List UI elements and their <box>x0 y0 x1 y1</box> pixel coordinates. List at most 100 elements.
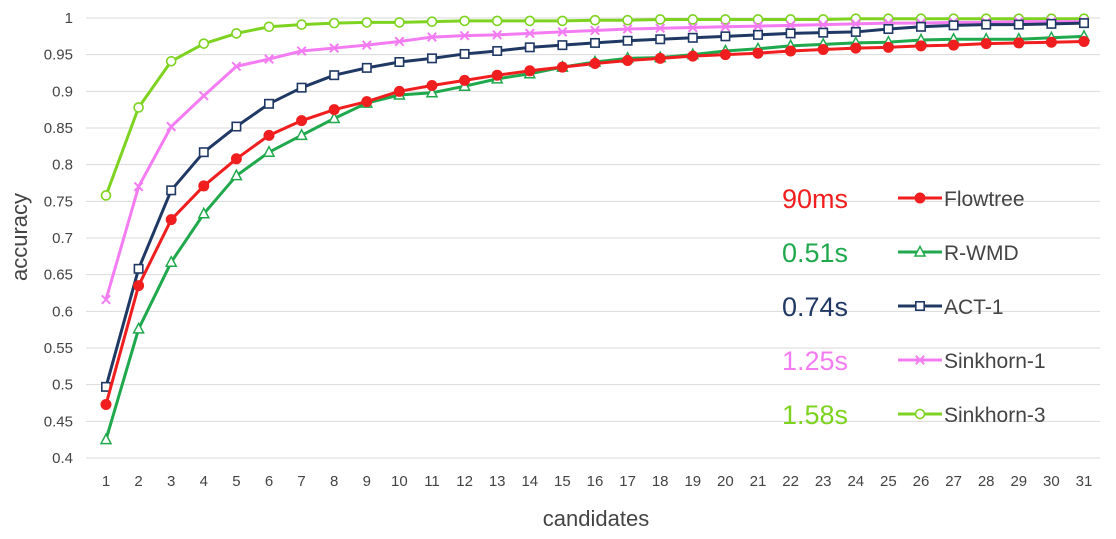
legend-item: 0.51s R-WMD <box>782 238 1019 268</box>
x-tick-label: 29 <box>1010 473 1027 490</box>
data-point <box>524 15 536 27</box>
data-point <box>296 19 307 30</box>
x-tick-label: 28 <box>978 473 995 490</box>
data-point <box>1045 36 1057 48</box>
data-point <box>590 25 600 36</box>
data-point <box>622 14 633 26</box>
y-axis-title: accuracy <box>7 193 32 281</box>
data-point <box>720 14 731 25</box>
data-point <box>198 38 210 49</box>
data-point <box>524 28 535 39</box>
y-tick-label: 0.8 <box>52 157 73 174</box>
data-point <box>556 61 568 73</box>
data-point <box>915 40 927 52</box>
x-tick-label: 24 <box>847 473 864 490</box>
x-tick-label: 13 <box>489 473 506 490</box>
data-point <box>295 128 308 141</box>
data-point <box>328 17 340 29</box>
data-point <box>687 14 699 25</box>
data-point <box>915 21 926 32</box>
data-point <box>654 52 666 64</box>
data-point <box>914 408 926 420</box>
x-tick-label: 27 <box>945 473 962 490</box>
data-point <box>426 53 437 64</box>
x-tick-label: 12 <box>456 473 473 490</box>
data-point <box>557 40 568 51</box>
data-point <box>263 98 274 109</box>
data-point <box>262 145 276 157</box>
x-tick-label: 7 <box>297 473 305 490</box>
legend-series-label: ACT-1 <box>944 296 1004 319</box>
legend-item: 1.58s Sinkhorn-3 <box>782 400 1046 430</box>
data-point <box>198 90 209 101</box>
data-point <box>687 32 698 43</box>
series-layer <box>99 13 1091 445</box>
data-point <box>459 48 470 59</box>
data-point <box>198 147 209 158</box>
data-point <box>622 35 633 46</box>
x-tick-label: 5 <box>232 473 240 490</box>
data-point <box>361 62 372 73</box>
x-tick-label: 17 <box>619 473 636 490</box>
x-tick-label: 8 <box>330 473 338 490</box>
data-point <box>883 23 894 34</box>
data-point <box>361 96 373 108</box>
x-tick-label: 26 <box>913 473 930 490</box>
data-point <box>1013 37 1025 49</box>
x-tick-label: 31 <box>1076 473 1093 490</box>
data-point <box>166 121 177 132</box>
data-point <box>165 55 177 67</box>
legend-series-label: Flowtree <box>944 188 1025 211</box>
data-point <box>263 129 275 141</box>
data-point <box>850 42 862 54</box>
data-point <box>231 28 242 39</box>
data-point <box>133 263 144 274</box>
y-tick-label: 0.95 <box>44 47 73 64</box>
y-tick-label: 0.65 <box>44 267 73 284</box>
y-tick-label: 0.6 <box>52 303 73 320</box>
x-tick-label: 11 <box>424 473 440 490</box>
data-point <box>818 19 829 30</box>
data-point <box>557 15 568 27</box>
data-point <box>231 61 242 72</box>
data-point <box>425 85 439 98</box>
y-tick-label: 0.55 <box>44 340 73 357</box>
legend-timing-label: 90ms <box>782 184 848 214</box>
data-point <box>1013 19 1024 30</box>
data-point <box>492 45 503 56</box>
data-point <box>1078 35 1090 47</box>
x-tick-label: 19 <box>684 473 701 490</box>
data-point <box>459 15 470 27</box>
data-point <box>654 14 666 25</box>
x-tick-label: 4 <box>200 473 208 490</box>
data-point <box>913 244 927 257</box>
data-point <box>231 121 242 132</box>
grid-layer <box>86 17 1100 459</box>
legend-timing-label: 0.74s <box>782 292 848 322</box>
data-point <box>101 294 111 305</box>
data-point <box>981 19 992 30</box>
data-point <box>491 69 503 81</box>
data-point <box>133 280 145 292</box>
data-point <box>361 40 372 51</box>
data-point <box>426 79 438 91</box>
data-point <box>850 18 861 29</box>
data-point <box>915 355 925 365</box>
legend-series-label: R-WMD <box>944 242 1019 265</box>
data-point <box>132 321 145 334</box>
data-point <box>785 20 796 31</box>
data-point <box>687 22 698 33</box>
x-tick-label: 14 <box>521 473 538 490</box>
x-tick-label: 2 <box>134 473 142 490</box>
series-line <box>104 21 1085 388</box>
x-tick-label: 20 <box>717 473 734 490</box>
data-point <box>719 49 731 61</box>
series-sinkhorn-1 <box>101 16 1089 305</box>
data-point <box>622 24 633 34</box>
data-point <box>296 46 307 56</box>
series-line <box>104 39 1085 405</box>
series-sinkhorn-3 <box>100 13 1090 201</box>
data-point <box>164 255 178 267</box>
